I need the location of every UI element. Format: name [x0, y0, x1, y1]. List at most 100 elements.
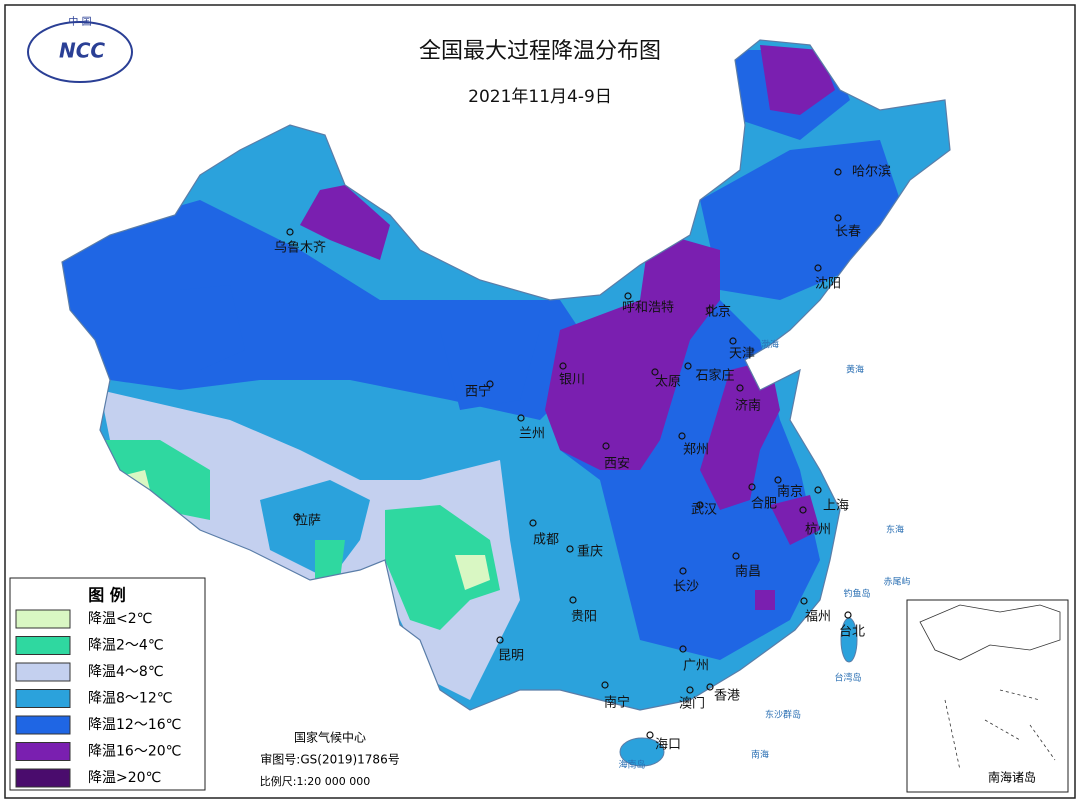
region: [385, 505, 500, 630]
legend-swatch: [15, 768, 71, 788]
legend-swatch: [15, 609, 71, 629]
city-label: 长沙: [673, 580, 699, 595]
city-label: 济南: [735, 398, 761, 414]
region: [770, 495, 820, 545]
city-label: 长春: [835, 225, 861, 240]
city-marker: [834, 214, 842, 222]
city-marker: [814, 486, 822, 494]
city-marker: [774, 476, 782, 484]
city-marker: [496, 636, 504, 644]
footer-org: 国家气候中心: [294, 730, 366, 745]
logo-ring: [27, 21, 133, 83]
region: [180, 285, 245, 370]
legend-label: 降温8～12℃: [88, 691, 172, 707]
city-label: 上海: [823, 499, 849, 514]
city-label: 太原: [655, 375, 681, 390]
sea-label: 台湾岛: [834, 672, 861, 684]
region: [700, 360, 780, 510]
logo-top: 中 国: [68, 15, 91, 28]
city-label: 武汉: [691, 503, 717, 518]
sea-label: 海南岛: [618, 759, 645, 771]
hainan: [619, 737, 665, 767]
sea-label: 东海: [886, 524, 904, 536]
legend-swatch: [15, 742, 71, 761]
city-marker: [844, 611, 852, 619]
logo-text: NCC: [59, 39, 105, 63]
frame: [4, 4, 1076, 799]
city-marker: [529, 519, 537, 527]
legend-swatch: [15, 689, 71, 708]
city-marker: [569, 596, 577, 604]
city-marker: [686, 686, 694, 694]
city-label: 沈阳: [815, 277, 841, 292]
sea-label: 东沙群岛: [765, 709, 801, 721]
region: [545, 230, 720, 470]
city-marker: [286, 228, 294, 236]
city-label: 郑州: [683, 443, 709, 458]
date: 2021年11月4-9日: [468, 87, 612, 107]
region: [100, 440, 210, 520]
city-label: 昆明: [498, 649, 524, 664]
city-label: 香港: [714, 689, 740, 704]
city-label: 乌鲁木齐: [274, 240, 326, 256]
legend-label: 降温4～8℃: [88, 664, 164, 680]
city-label: 拉萨: [295, 514, 321, 529]
inset: 南海诸岛: [906, 599, 1069, 793]
city-marker: [602, 442, 610, 450]
city-label: 南京: [777, 484, 803, 500]
city-marker: [559, 362, 567, 370]
city-marker: [293, 513, 301, 521]
city-marker: [732, 552, 740, 560]
city-label: 西安: [604, 457, 630, 472]
city-label: 兰州: [519, 427, 545, 442]
city-marker: [736, 384, 744, 392]
city-marker: [684, 362, 692, 370]
city-label: 合肥: [751, 497, 777, 512]
legend-label: 降温>20℃: [88, 770, 161, 786]
region: [315, 540, 345, 585]
city-label: 澳门: [679, 696, 705, 712]
city-marker: [696, 501, 704, 509]
city-marker: [678, 432, 686, 440]
city-label: 贵阳: [571, 610, 597, 625]
sea-label: 南海: [751, 749, 769, 761]
city-label: 呼和浩特: [622, 301, 674, 316]
city-label: 杭州: [805, 523, 831, 538]
sea-label: 黄海: [846, 364, 864, 376]
legend-swatch: [15, 715, 71, 735]
city-marker: [706, 683, 714, 691]
legend-label: 降温<2℃: [88, 611, 152, 627]
region: [440, 330, 540, 410]
city-marker: [486, 380, 494, 388]
city-label: 北京: [705, 305, 731, 320]
city-marker: [679, 567, 687, 575]
city-marker: [834, 168, 842, 176]
city-label: 哈尔滨: [852, 164, 891, 180]
city-marker: [814, 264, 822, 272]
city-marker: [651, 368, 659, 376]
sea-label: 赤尾屿: [883, 577, 910, 588]
city-marker: [748, 483, 756, 491]
city-label: 海口: [655, 738, 681, 753]
city-label: 南昌: [735, 564, 761, 580]
city-label: 南宁: [604, 695, 630, 711]
title: 全国最大过程降温分布图: [419, 39, 661, 64]
city-label: 广州: [683, 659, 709, 674]
city-marker: [566, 545, 574, 553]
legend-title: 图 例: [88, 586, 126, 605]
logo: 中 国 NCC: [27, 15, 133, 83]
region: [755, 590, 775, 610]
sea-label: 钓鱼岛: [843, 588, 870, 600]
sea-label: 渤海: [761, 339, 779, 351]
inset-label: 南海诸岛: [988, 770, 1036, 785]
city-label: 成都: [533, 533, 559, 548]
city-label: 银川: [559, 373, 585, 388]
inset-line: [944, 689, 1056, 771]
city-label: 台北: [839, 625, 865, 640]
region: [300, 185, 390, 260]
footer-approval: 审图号:GS(2019)1786号: [260, 752, 399, 767]
footer-scale: 比例尺:1:20 000 000: [260, 774, 370, 788]
city-marker: [800, 597, 808, 605]
city-marker: [679, 645, 687, 653]
